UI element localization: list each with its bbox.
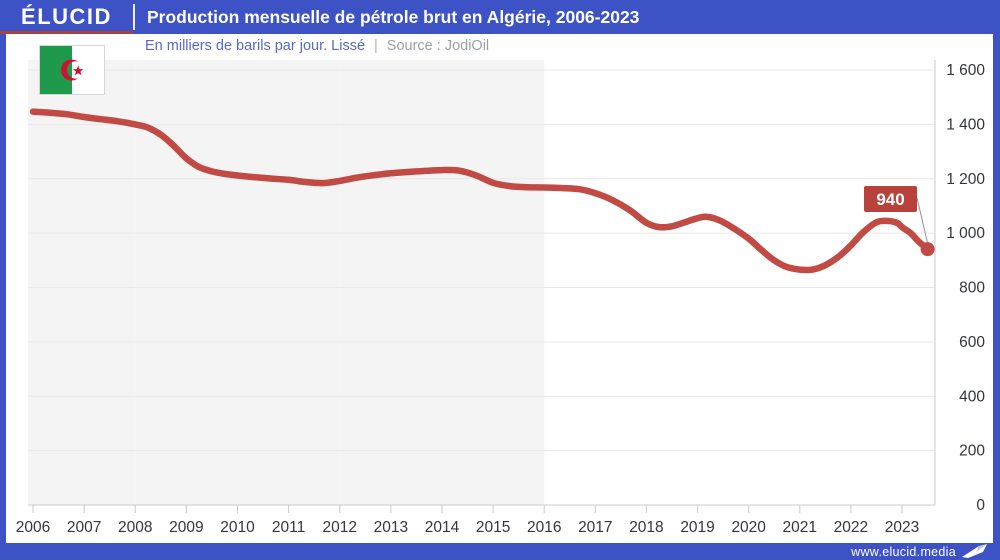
x-axis-label: 2007 [67, 519, 101, 536]
subtitle-unit: En milliers de barils par jour. Lissé [145, 38, 366, 54]
x-axis-label: 2010 [220, 519, 255, 536]
header-bar: ÉLUCID Production mensuelle de pétrole b… [0, 0, 1000, 34]
footer-arrow-icon [962, 544, 988, 559]
y-axis-label: 1 200 [946, 171, 985, 188]
x-axis-label: 2017 [578, 519, 612, 536]
y-axis-label: 200 [959, 443, 985, 460]
crescent-icon [61, 59, 82, 81]
year-band [135, 60, 238, 505]
x-axis-label: 2023 [885, 519, 919, 536]
elucid-logo: ÉLUCID [0, 0, 133, 34]
logo-underline [0, 31, 133, 34]
subtitle-source: Source : JodiOil [386, 38, 490, 54]
algeria-flag-svg [40, 46, 104, 94]
y-axis-label: 0 [976, 497, 985, 514]
x-axis-label: 2020 [731, 519, 766, 536]
year-band [441, 60, 545, 505]
y-axis-label: 800 [959, 280, 985, 297]
header-divider [133, 4, 135, 30]
end-value-label: 940 [876, 190, 904, 209]
year-band [28, 60, 136, 505]
x-axis-label: 2021 [783, 519, 817, 536]
x-axis-label: 2014 [425, 519, 460, 536]
x-axis-label: 2016 [527, 519, 561, 536]
x-axis-label: 2013 [374, 519, 408, 536]
x-axis-label: 2019 [680, 519, 714, 536]
y-axis-label: 1 000 [946, 225, 985, 242]
star-icon [73, 65, 84, 76]
footer-url: www.elucid.media [851, 544, 956, 559]
end-marker [920, 242, 935, 257]
x-axis-label: 2011 [272, 519, 305, 536]
elucid-logo-text: ÉLUCID [21, 4, 112, 29]
x-axis-label: 2012 [322, 519, 356, 536]
y-axis-label: 1 600 [946, 62, 985, 79]
x-axis-label: 2006 [16, 519, 50, 536]
right-border [993, 0, 1000, 560]
x-axis-label: 2018 [629, 519, 663, 536]
y-axis-label: 400 [959, 388, 985, 405]
page-title: Production mensuelle de pétrole brut en … [147, 6, 640, 27]
x-axis-label: 2022 [834, 519, 868, 536]
year-band [237, 60, 340, 505]
year-band [339, 60, 442, 505]
production-line [29, 108, 931, 274]
end-value-box [864, 186, 917, 212]
subtitle-separator: | [374, 38, 378, 54]
footer-bar: www.elucid.media [0, 543, 1000, 560]
callout-line [916, 197, 929, 244]
y-axis-label: 600 [959, 334, 985, 351]
left-border [0, 0, 6, 560]
x-axis-label: 2008 [118, 519, 152, 536]
x-axis-label: 2015 [476, 519, 510, 536]
y-axis-label: 1 400 [946, 116, 985, 133]
subtitle: En milliers de barils par jour. Lissé | … [145, 34, 489, 58]
algeria-flag [39, 45, 105, 95]
x-axis-label: 2009 [169, 519, 203, 536]
